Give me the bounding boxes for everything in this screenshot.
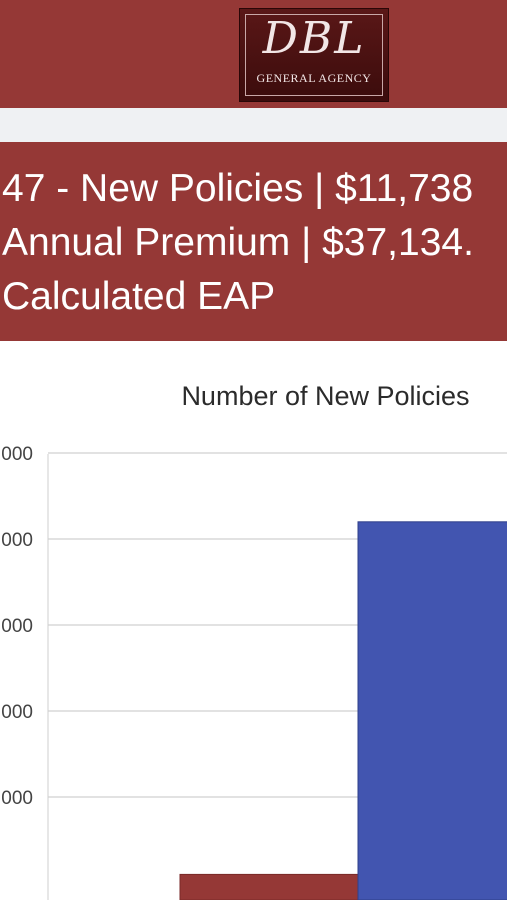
bar[interactable]: [179, 873, 359, 900]
nav-strip: [0, 108, 507, 142]
logo-subtitle: GENERAL AGENCY: [256, 71, 372, 85]
y-tick-label: 000: [1, 530, 33, 551]
summary-line-policies: 47 - New Policies | $11,738: [2, 167, 474, 210]
y-tick-label: 000: [1, 616, 33, 637]
summary-line-eap: Calculated EAP: [2, 275, 276, 318]
chart-title: Number of New Policies: [181, 381, 470, 411]
logo-monogram: DBL: [262, 13, 366, 64]
summary-line-premium: Annual Premium | $37,134.: [2, 221, 474, 264]
summary-banner: 47 - New Policies | $11,738 Annual Premi…: [0, 142, 507, 341]
bar[interactable]: [357, 521, 507, 900]
chart-tick-labels: 000000000000000000: [1, 444, 33, 809]
summary-text: 47 - New Policies | $11,738 Annual Premi…: [2, 162, 507, 324]
chart-bars: [179, 521, 507, 900]
top-header-bar: DBL GENERAL AGENCY: [0, 0, 507, 108]
bar-chart: 000000000000000000: [1, 444, 507, 900]
y-tick-label: 000: [1, 702, 33, 723]
logo-border: [245, 14, 383, 96]
y-tick-label: 000: [1, 444, 33, 465]
dbl-logo[interactable]: DBL GENERAL AGENCY: [239, 8, 389, 102]
y-tick-label: 000: [1, 788, 33, 809]
